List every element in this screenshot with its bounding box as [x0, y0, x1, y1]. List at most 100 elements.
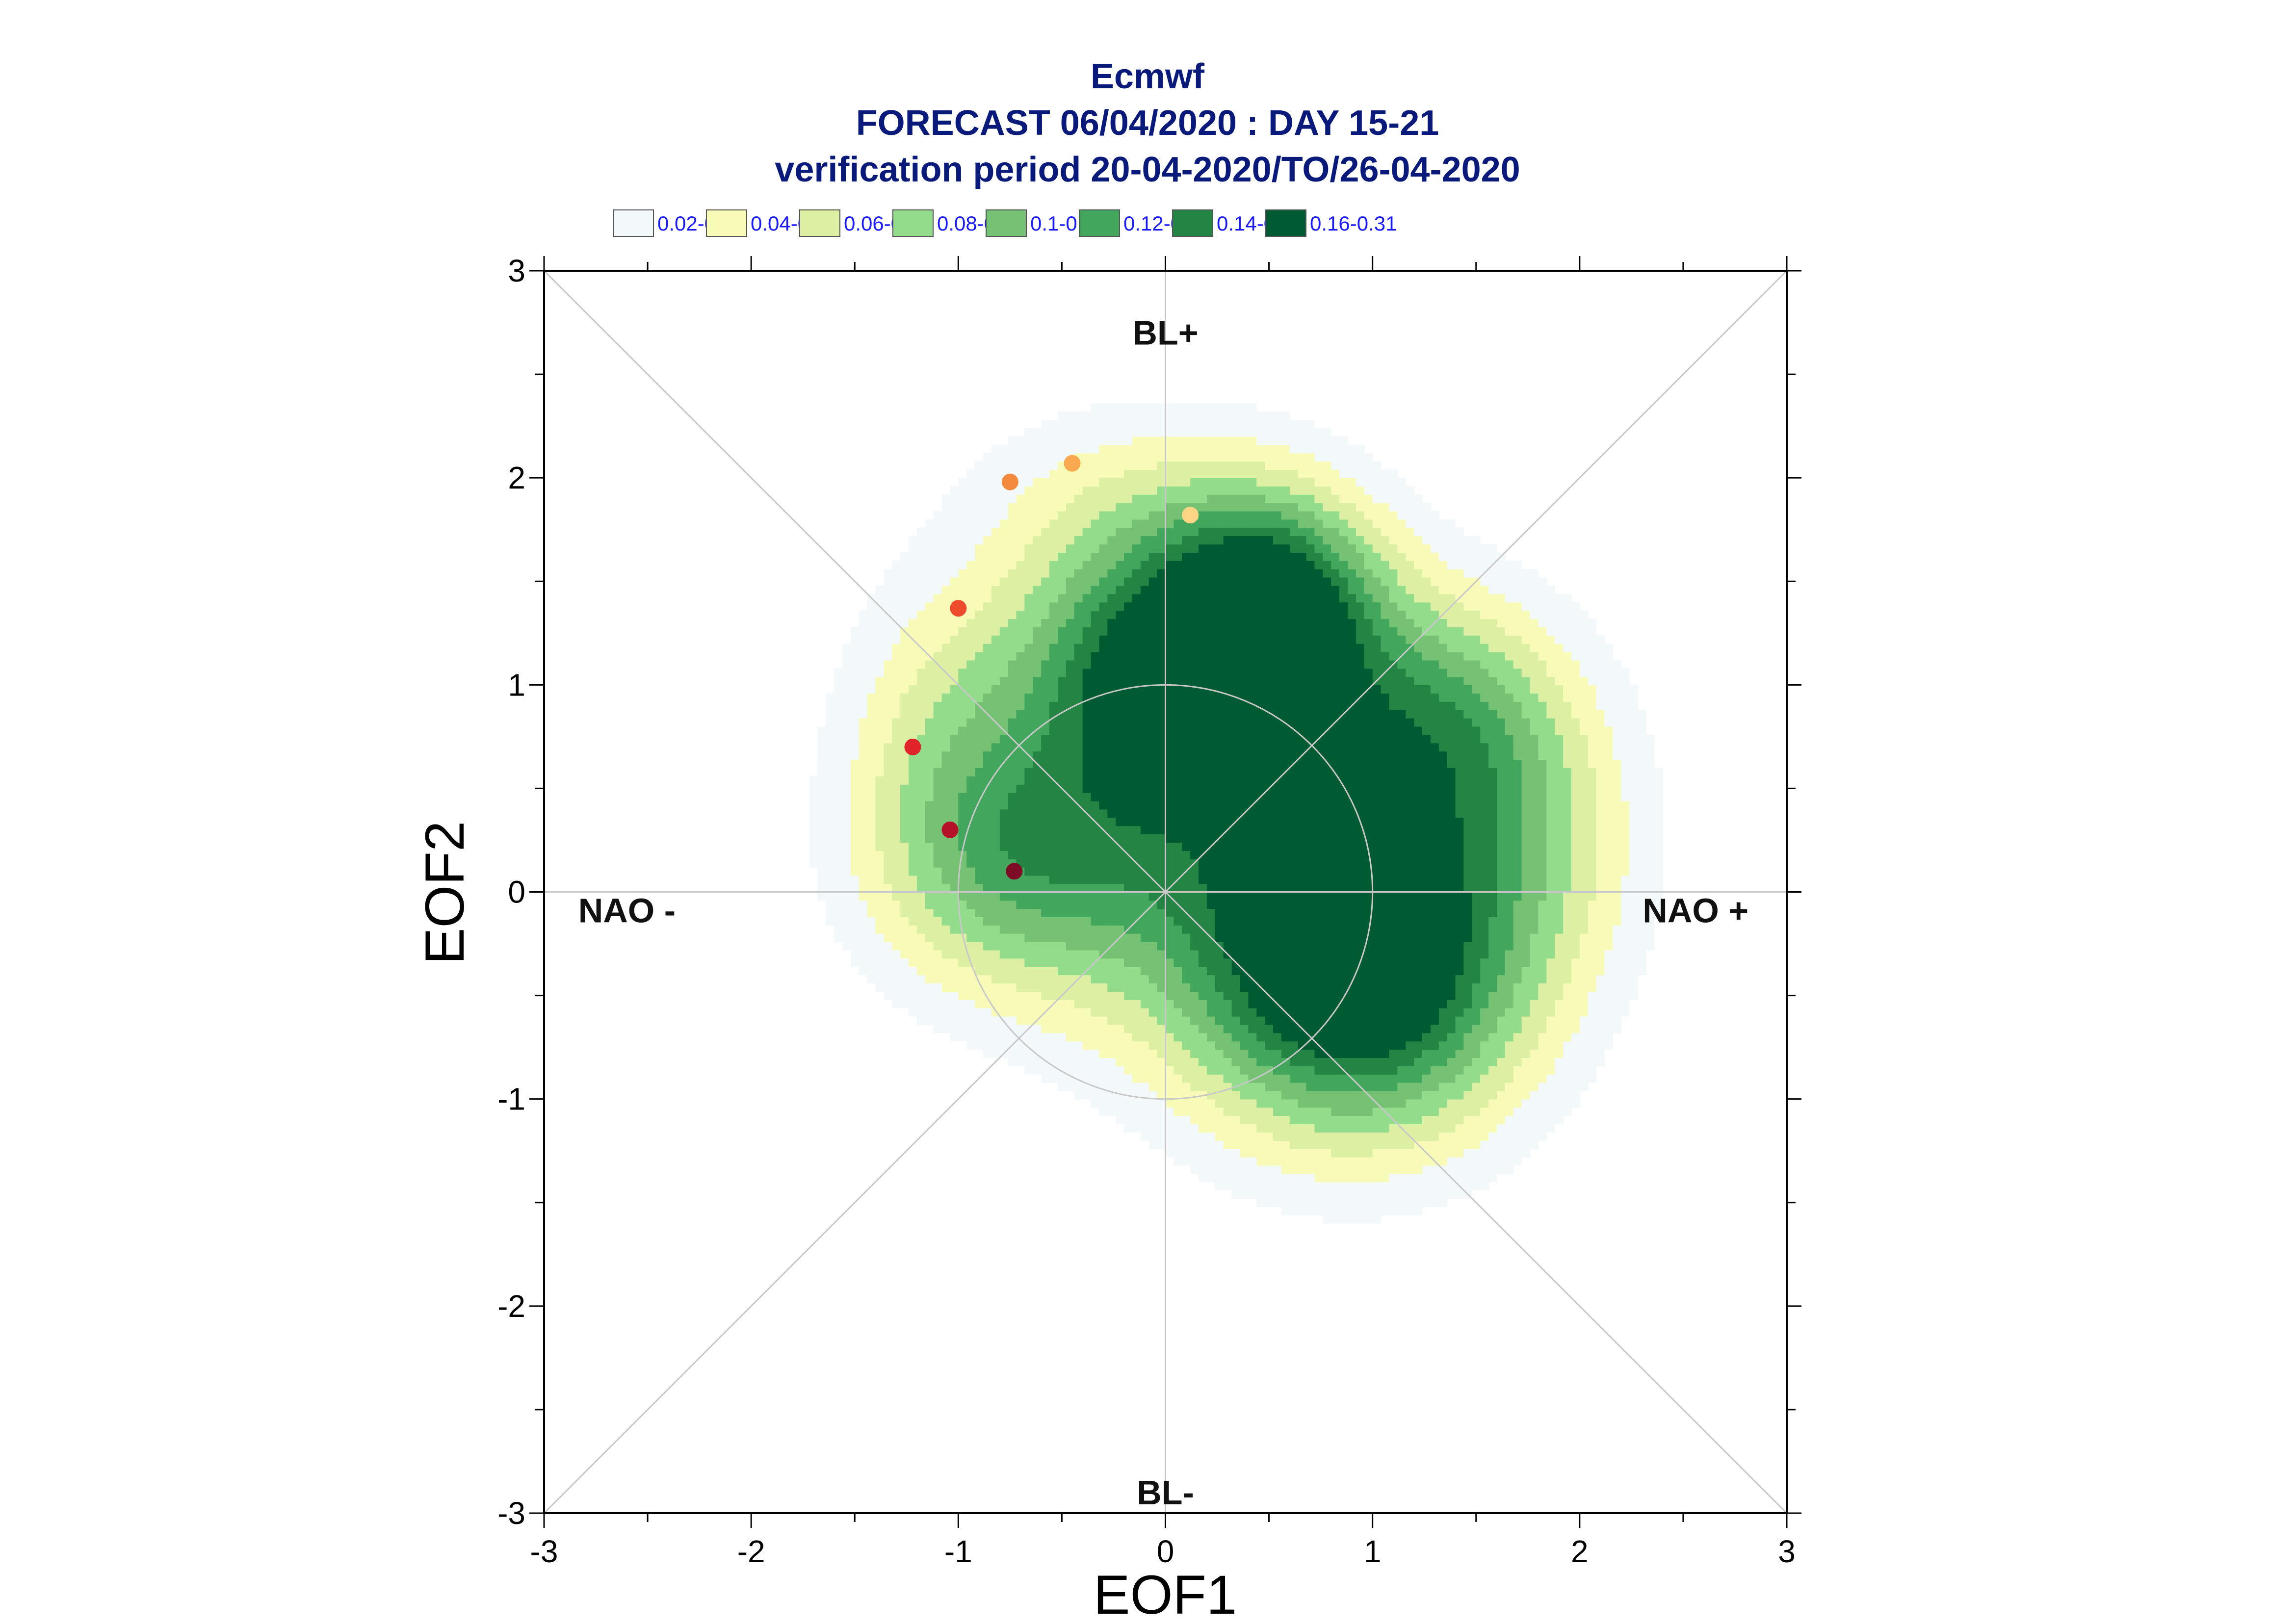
density-cell: [916, 651, 926, 661]
density-cell: [1240, 958, 1249, 967]
density-cell: [1215, 420, 1224, 429]
density-cell: [916, 593, 926, 603]
density-cell: [1099, 842, 1108, 851]
density-cell: [1148, 453, 1158, 462]
density-cell: [1082, 842, 1092, 851]
density-cell: [900, 726, 909, 735]
density-cell: [925, 875, 934, 884]
density-cell: [1231, 1057, 1241, 1066]
density-cell: [1314, 776, 1324, 785]
density-cell: [1190, 1124, 1199, 1133]
density-cell: [991, 536, 1000, 545]
density-cell: [1256, 428, 1265, 437]
density-cell: [1215, 1074, 1224, 1083]
density-cell: [1099, 875, 1108, 884]
density-cell: [1190, 494, 1199, 503]
density-cell: [1240, 751, 1249, 760]
density-cell: [1124, 1041, 1133, 1050]
density-cell: [1199, 527, 1207, 537]
density-cell: [925, 751, 934, 760]
density-cell: [1074, 950, 1083, 959]
density-cell: [1140, 453, 1149, 462]
density-cell: [1314, 643, 1324, 652]
density-cell: [1265, 718, 1274, 727]
density-cell: [1306, 502, 1315, 512]
density-cell: [975, 693, 984, 702]
density-cell: [1074, 1032, 1083, 1042]
density-cell: [941, 941, 951, 951]
density-cell: [1281, 1016, 1290, 1025]
density-cell: [1289, 1198, 1299, 1207]
density-cell: [1231, 502, 1241, 512]
density-cell: [1182, 975, 1191, 984]
density-cell: [1157, 1124, 1166, 1133]
density-cell: [1058, 502, 1067, 512]
density-cell: [1240, 593, 1249, 603]
density-cell: [867, 651, 876, 661]
density-cell: [1058, 825, 1067, 835]
density-cell: [1157, 660, 1166, 669]
density-cell: [1157, 412, 1166, 420]
density-cell: [867, 718, 876, 727]
density-cell: [1265, 1198, 1274, 1207]
density-cell: [983, 900, 992, 909]
density-cell: [1199, 619, 1207, 627]
density-cell: [1314, 1032, 1324, 1042]
density-cell: [875, 908, 885, 917]
density-cell: [1058, 1082, 1067, 1091]
density-cell: [1116, 651, 1124, 661]
density-cell: [1099, 851, 1108, 859]
density-cell: [1049, 834, 1058, 843]
density-cell: [1148, 1107, 1158, 1116]
density-cell: [1008, 593, 1017, 603]
density-cell: [1099, 660, 1108, 669]
density-cell: [933, 726, 942, 735]
density-cell: [1099, 859, 1108, 868]
density-cell: [1215, 668, 1224, 677]
density-cell: [1273, 1190, 1282, 1199]
density-cell: [1323, 478, 1331, 487]
density-cell: [975, 734, 984, 744]
density-cell: [875, 933, 885, 942]
density-cell: [966, 685, 975, 694]
density-cell: [1339, 511, 1348, 520]
density-cell: [909, 660, 917, 669]
density-cell: [1132, 933, 1141, 942]
density-cell: [1157, 983, 1166, 992]
density-cell: [1306, 486, 1315, 495]
density-cell: [1348, 1016, 1356, 1025]
density-cell: [1074, 593, 1083, 603]
density-cell: [1348, 1041, 1356, 1050]
density-cell: [1190, 1082, 1199, 1091]
density-cell: [1331, 1157, 1340, 1166]
density-cell: [1273, 412, 1282, 420]
density-cell: [925, 784, 934, 793]
density-cell: [1091, 751, 1100, 760]
density-cell: [1306, 693, 1315, 702]
density-cell: [1265, 1107, 1274, 1116]
density-cell: [1298, 486, 1307, 495]
density-cell: [1058, 743, 1067, 752]
density-cell: [850, 685, 860, 694]
density-cell: [1024, 643, 1034, 652]
density-cell: [1124, 668, 1133, 677]
density-cell: [1231, 444, 1241, 454]
density-cell: [1058, 900, 1067, 909]
density-cell: [1058, 420, 1067, 429]
density-cell: [1248, 883, 1257, 893]
density-cell: [1314, 519, 1324, 528]
density-cell: [859, 842, 868, 851]
density-cell: [916, 851, 926, 859]
density-cell: [1058, 676, 1067, 686]
density-cell: [1124, 469, 1133, 478]
density-cell: [1256, 668, 1265, 677]
density-cell: [1265, 966, 1274, 976]
density-cell: [909, 610, 917, 619]
density-cell: [1314, 1115, 1324, 1125]
density-cell: [834, 776, 843, 785]
density-cell: [1199, 436, 1207, 445]
density-cell: [916, 585, 926, 594]
density-cell: [1107, 635, 1116, 644]
density-cell: [1099, 593, 1108, 603]
density-cell: [1281, 933, 1290, 942]
